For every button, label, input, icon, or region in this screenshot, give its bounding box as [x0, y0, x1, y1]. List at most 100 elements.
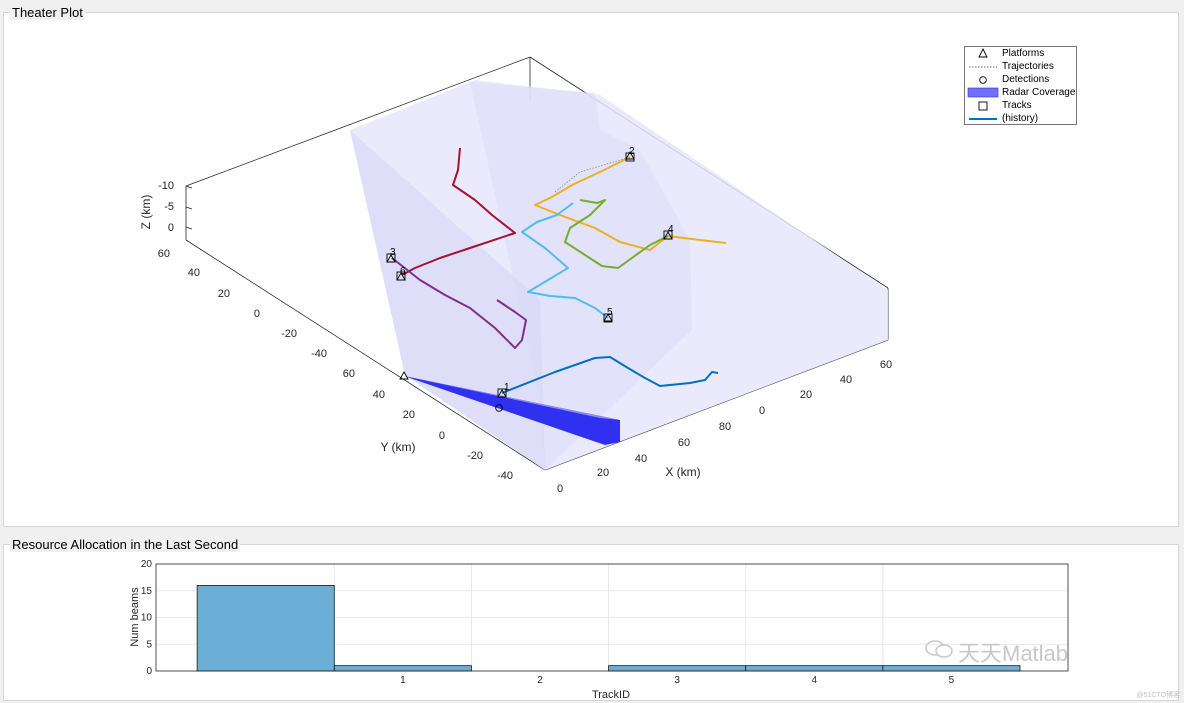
track-label: 5: [607, 307, 613, 318]
theater-plot-title: Theater Plot: [10, 5, 85, 20]
bar-x-ticks: 1 2 3 4 5: [400, 675, 955, 686]
track-marker: [625, 152, 635, 162]
track-marker: [396, 271, 406, 281]
bar-x-tick-label: 1: [400, 675, 406, 686]
bar-track-3: [608, 665, 747, 672]
legend-label: Platforms: [1002, 48, 1045, 59]
track-labels: 1 2 3 4 5 6: [390, 146, 674, 393]
bar-y-ticks: 0 5 10 15 20: [141, 559, 153, 677]
y-tick-label: 20: [218, 288, 230, 300]
x-tick-label: 20: [597, 467, 609, 479]
legend-entry-platforms: Platforms: [965, 47, 1076, 60]
track-marker: [663, 230, 673, 240]
legend-entry-trajectories: Trajectories: [965, 60, 1076, 73]
y-tick-label: 60: [158, 248, 170, 260]
y-axis-back: 60 40 20 0 -20 -40: [158, 248, 327, 360]
bar-marks: [196, 585, 1021, 672]
legend-entry-tracks: Tracks: [965, 99, 1076, 112]
track-marker: [497, 388, 507, 398]
z-axis: -10 -5 0 Z (km): [139, 180, 193, 234]
track-label: 2: [629, 146, 635, 157]
bar-y-tick-label: 0: [146, 666, 152, 677]
legend-label: Radar Coverage: [1002, 87, 1076, 98]
watermark: 天天Matlab: [925, 636, 1069, 668]
track-5-history: [521, 202, 609, 319]
trajectories: [554, 156, 631, 193]
y-tick-label: 60: [343, 368, 355, 380]
y-tick-label: 20: [403, 409, 415, 421]
bar-x-tick-label: 2: [537, 675, 543, 686]
y-tick-label: 40: [373, 389, 385, 401]
platform-marker: [625, 151, 635, 160]
bar-y-axis-label: Num beams: [129, 587, 141, 647]
z-tick-label: 0: [168, 222, 174, 234]
bar-y-tick-label: 5: [146, 639, 152, 650]
x-tick-label: 80: [719, 421, 731, 433]
square-icon: [978, 101, 988, 111]
bar-axes-box: [155, 563, 1069, 672]
bar-y-tick-label: 10: [141, 613, 153, 624]
x-tick-label: 60: [678, 437, 690, 449]
x-tick-label: 20: [800, 389, 812, 401]
y-tick-label: 0: [439, 430, 445, 442]
theater-legend: Platforms Trajectories Detections Radar …: [964, 46, 1077, 125]
x-axis-right: 60 40 20 0: [759, 359, 892, 417]
platform-marker: [603, 313, 613, 322]
x-tick-label: 0: [759, 405, 765, 417]
x-axis: 0 20 40 60 80 X (km): [557, 421, 731, 495]
detection-marker: [495, 404, 503, 412]
resource-bar-chart: 0 5 10 15 20 1 2 3 4 5 Num beams TrackID: [129, 559, 1069, 701]
wechat-icon: [925, 640, 953, 658]
x-axis-label: X (km): [665, 465, 700, 479]
x-tick-label: 40: [840, 374, 852, 386]
bar-x-tick-label: 4: [812, 675, 818, 686]
platform-marker: [399, 371, 409, 380]
x-tick-label: 60: [880, 359, 892, 371]
radar-beam: [404, 376, 620, 445]
z-axis-label: Z (km): [139, 195, 153, 230]
track-4-history: [564, 199, 669, 269]
circle-icon: [979, 76, 987, 84]
watermark-text: 天天Matlab: [958, 641, 1069, 666]
y-tick-label: 40: [188, 267, 200, 279]
bar-y-tick-label: 20: [141, 559, 153, 570]
bar-x-tick-label: 5: [949, 675, 955, 686]
track-3-history: [401, 147, 516, 276]
bar-track-4: [745, 665, 884, 672]
track-label: 1: [504, 382, 510, 393]
triangle-icon: [978, 47, 988, 58]
track-marker: [603, 313, 613, 323]
credit-text: @51CTO博客: [1136, 692, 1180, 699]
track-6-history: [391, 257, 527, 349]
track-2-history: [534, 156, 727, 251]
track-marker: [386, 253, 396, 263]
track-label: 3: [390, 247, 396, 258]
bar-x-tick-label: 3: [674, 675, 680, 686]
legend-entry-radar-coverage: Radar Coverage: [965, 86, 1076, 99]
legend-label: Tracks: [1002, 100, 1032, 111]
bar-y-tick-label: 15: [141, 586, 153, 597]
track-label: 6: [400, 266, 406, 277]
x-tick-label: 40: [635, 453, 647, 465]
legend-label: Detections: [1002, 74, 1050, 85]
bar-x-axis-label: TrackID: [592, 689, 630, 701]
z-tick-label: -10: [158, 180, 174, 192]
x-tick-label: 0: [557, 483, 563, 495]
resource-allocation-title: Resource Allocation in the Last Second: [10, 537, 241, 552]
y-axis-label: Y (km): [380, 440, 415, 454]
y-axis-front: 60 40 20 0 -20 -40 Y (km): [343, 368, 513, 482]
theater-plot-axes: -10 -5 0 Z (km) 60 40 20 0 -20 -40 60 40…: [139, 56, 892, 495]
legend-label: (history): [1002, 113, 1039, 124]
legend-entry-history: (history): [965, 112, 1076, 125]
tracks: [391, 147, 727, 394]
radar-coverage: [350, 80, 888, 470]
legend-label: Trajectories: [1002, 61, 1054, 72]
track-1-history: [501, 356, 719, 394]
legend-entry-detections: Detections: [965, 73, 1076, 86]
solid-line-icon: [969, 118, 997, 120]
bar-track-1: [333, 665, 472, 672]
y-tick-label: -20: [467, 450, 483, 462]
y-tick-label: 0: [254, 308, 260, 320]
y-tick-label: -20: [281, 328, 297, 340]
coverage-swatch-icon: [967, 87, 999, 98]
